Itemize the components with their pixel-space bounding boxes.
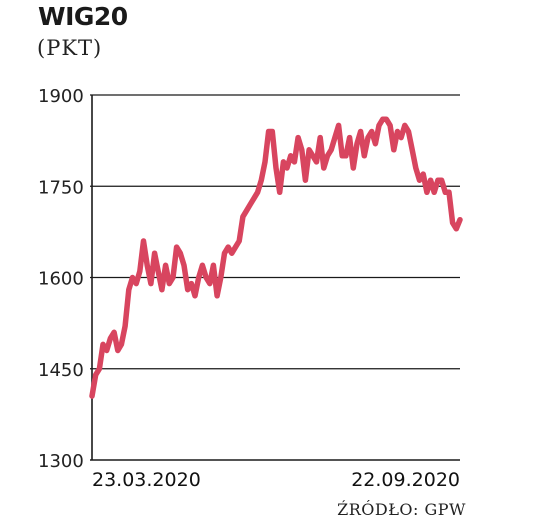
y-tick-label: 1450 — [38, 360, 84, 381]
series-line-0 — [89, 116, 463, 399]
axis-ticks: 1900 1750 1600 1450 1300 23.03.2020 22.09.2020 — [38, 86, 460, 491]
grid-lines — [90, 94, 460, 461]
y-tick-label: 1300 — [38, 451, 84, 472]
x-tick-label: 23.03.2020 — [92, 469, 201, 491]
x-tick-label: 22.09.2020 — [351, 469, 460, 491]
chart-title: WIG20 — [38, 2, 128, 31]
y-tick-label: 1750 — [38, 177, 84, 198]
source-note: ŹRÓDŁO: GPW — [337, 500, 466, 519]
y-tick-label: 1600 — [38, 269, 84, 290]
chart-subtitle: (PKT) — [37, 36, 103, 60]
y-tick-label: 1900 — [38, 86, 84, 107]
series-line-layer — [89, 116, 463, 399]
